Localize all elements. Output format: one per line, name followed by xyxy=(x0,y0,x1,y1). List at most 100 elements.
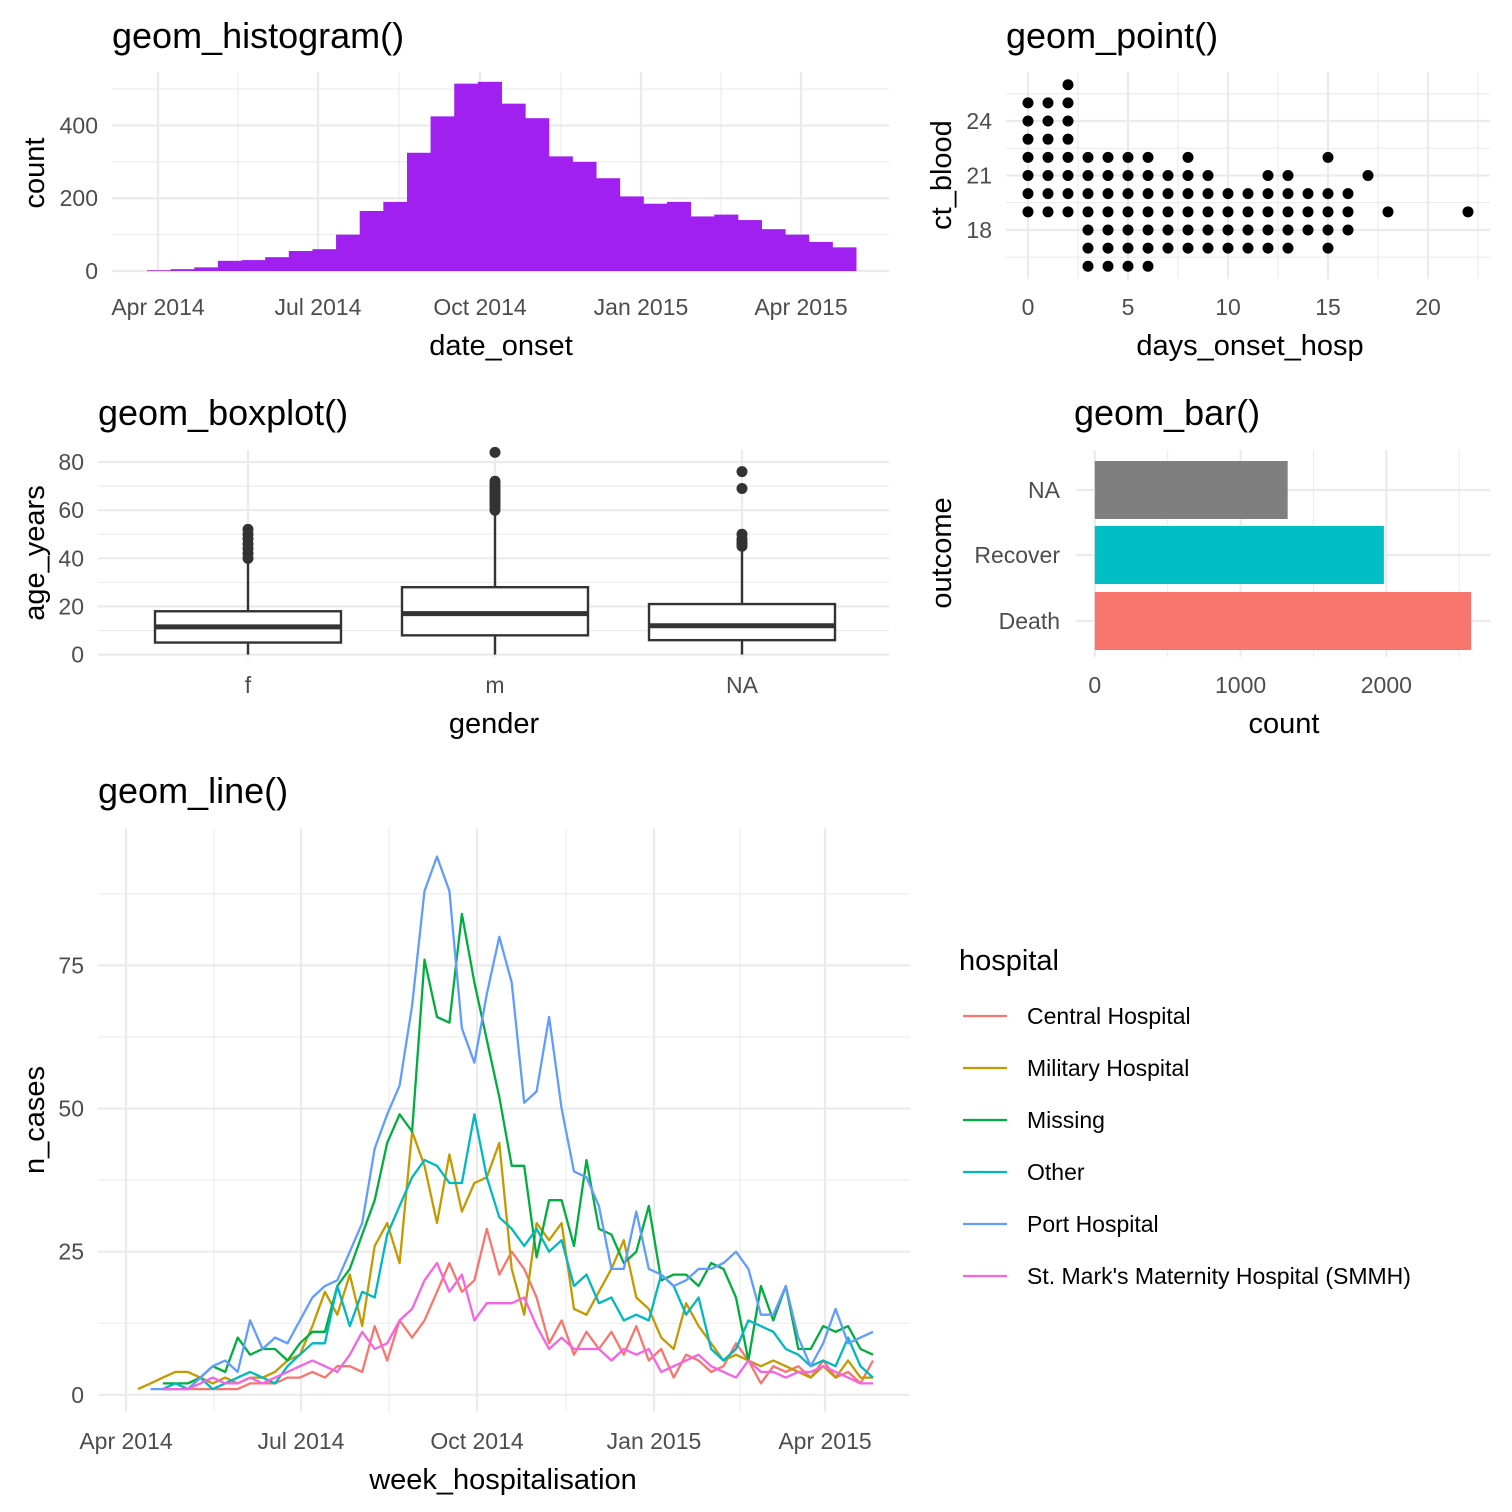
line-series-path xyxy=(162,912,874,1385)
histogram-bar xyxy=(737,220,762,271)
bar-na xyxy=(1094,461,1288,519)
histogram-bar xyxy=(643,203,668,271)
histogram-bar xyxy=(194,267,219,271)
scatter-point xyxy=(1242,224,1254,236)
histogram-bar xyxy=(406,152,432,271)
histogram-bar xyxy=(265,257,290,271)
histogram-x-tick-label: Apr 2014 xyxy=(111,294,205,320)
bar-title: geom_bar() xyxy=(1074,392,1260,433)
boxplot-x-axis-title: gender xyxy=(449,708,540,740)
legend-label: Port Hospital xyxy=(1027,1211,1159,1237)
scatter-point xyxy=(1022,97,1034,109)
scatter-point xyxy=(1382,206,1394,218)
scatter-point xyxy=(1082,188,1094,200)
histogram-bar xyxy=(454,83,479,271)
scatter-point xyxy=(1162,188,1174,200)
histogram-bar xyxy=(785,234,810,271)
scatter-point xyxy=(1262,242,1274,254)
bar-panel: 0 1000 2000 Death Recover NA geom_bar()count ou… xyxy=(926,392,1490,740)
histogram-bar xyxy=(596,178,621,271)
scatter-point xyxy=(1102,224,1114,236)
scatter-point xyxy=(1262,170,1274,181)
scatter-point xyxy=(1322,151,1334,163)
scatter-point xyxy=(1322,188,1334,200)
scatter-point xyxy=(1462,206,1474,218)
scatter-point xyxy=(1062,133,1074,145)
legend-label: Missing xyxy=(1027,1107,1105,1133)
scatter-point xyxy=(1122,151,1134,163)
histogram-y-tick-label: 0 xyxy=(85,258,98,284)
boxplot-title: geom_boxplot() xyxy=(98,392,348,433)
scatter-point xyxy=(1342,224,1354,236)
scatter-x-tick-label: 20 xyxy=(1415,294,1441,320)
bar-x-axis-title: count xyxy=(1249,708,1320,740)
scatter-point xyxy=(1122,206,1134,218)
histogram-bar xyxy=(808,241,833,271)
scatter-point xyxy=(1282,242,1294,254)
histogram-bar xyxy=(761,229,786,271)
scatter-point xyxy=(1282,206,1294,218)
scatter-panel: 0 5 10 15 20 18 21 24 geom_point() days_onset_hos… xyxy=(926,15,1490,362)
line-y-tick-label: 0 xyxy=(71,1382,84,1408)
bar-x-tick-label: 0 xyxy=(1088,672,1101,698)
scatter-point xyxy=(1022,115,1034,127)
scatter-point xyxy=(1042,188,1054,200)
scatter-y-axis-title: ct_blood xyxy=(926,120,958,230)
line-title: geom_line() xyxy=(98,770,288,811)
scatter-point xyxy=(1182,188,1194,200)
scatter-point xyxy=(1062,188,1074,200)
boxplot-outlier xyxy=(489,446,501,458)
scatter-y-tick-label: 24 xyxy=(966,108,992,134)
scatter-point xyxy=(1182,170,1194,181)
histogram-bar xyxy=(501,103,526,272)
scatter-point xyxy=(1022,170,1034,181)
scatter-point xyxy=(1122,260,1134,272)
histogram-bar xyxy=(241,260,266,271)
scatter-point xyxy=(1282,224,1294,236)
scatter-point xyxy=(1142,170,1154,181)
scatter-x-tick-label: 10 xyxy=(1215,294,1241,320)
scatter-point xyxy=(1082,242,1094,254)
line-x-tick-label: Apr 2014 xyxy=(79,1428,173,1454)
scatter-point xyxy=(1202,170,1214,181)
line-series-path xyxy=(162,1227,875,1391)
histogram-title: geom_histogram() xyxy=(112,15,404,56)
scatter-point xyxy=(1262,188,1274,200)
scatter-point xyxy=(1162,170,1174,181)
scatter-point xyxy=(1042,170,1054,181)
line-x-tick-label: Jan 2015 xyxy=(607,1428,702,1454)
histogram-panel: 0 200 400 Apr 2014 Jul 2014 Oct 2014 Jan 2015 A… xyxy=(19,15,889,362)
scatter-point xyxy=(1042,97,1054,109)
histogram-bar xyxy=(170,269,195,271)
boxplot-outlier xyxy=(736,466,748,478)
histogram-bar xyxy=(147,270,172,272)
histogram-x-tick-label: Oct 2014 xyxy=(433,294,527,320)
scatter-point xyxy=(1242,206,1254,218)
boxplot-y-tick-label: 20 xyxy=(58,593,84,619)
scatter-point xyxy=(1182,224,1194,236)
line-x-tick-label: Oct 2014 xyxy=(430,1428,524,1454)
scatter-point xyxy=(1322,242,1334,254)
scatter-point xyxy=(1122,242,1134,254)
boxplot-y-tick-label: 40 xyxy=(58,545,84,571)
scatter-point xyxy=(1042,133,1054,145)
boxplot-y-tick-label: 60 xyxy=(58,497,84,523)
scatter-point xyxy=(1082,224,1094,236)
bar-recover xyxy=(1094,526,1384,584)
scatter-point xyxy=(1082,151,1094,163)
scatter-point xyxy=(1182,242,1194,254)
scatter-point xyxy=(1282,188,1294,200)
scatter-point xyxy=(1322,224,1334,236)
scatter-point xyxy=(1222,206,1234,218)
scatter-point xyxy=(1142,242,1154,254)
scatter-point xyxy=(1082,206,1094,218)
scatter-point xyxy=(1102,188,1114,200)
bar-y-axis-title: outcome xyxy=(926,497,958,608)
scatter-point xyxy=(1242,242,1254,254)
scatter-point xyxy=(1182,151,1194,163)
scatter-point xyxy=(1042,115,1054,127)
bar-y-tick-label: NA xyxy=(1028,477,1061,503)
scatter-point xyxy=(1222,242,1234,254)
histogram-bar xyxy=(525,118,550,271)
scatter-point xyxy=(1262,224,1274,236)
